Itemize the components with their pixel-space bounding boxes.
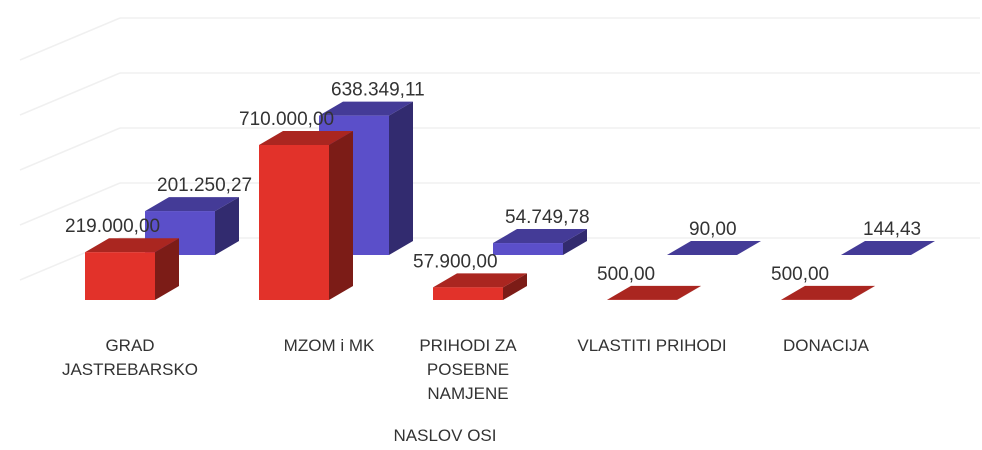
bar-side — [677, 285, 701, 300]
bar-side — [215, 197, 239, 255]
bar-front — [433, 287, 503, 300]
bar-top — [607, 285, 701, 300]
bar-side — [737, 240, 761, 255]
data-label: 500,00 — [771, 264, 829, 285]
bar-top — [841, 240, 935, 255]
bar-side — [503, 273, 527, 300]
bar-side — [155, 238, 179, 300]
bar — [259, 131, 353, 300]
bar-front — [85, 252, 155, 300]
data-label: 710.000,00 — [239, 109, 334, 130]
bar — [433, 273, 527, 300]
data-label: 219.000,00 — [65, 216, 160, 237]
data-label: 54.749,78 — [505, 207, 590, 228]
bar — [781, 285, 875, 300]
data-label: 201.250,27 — [157, 175, 252, 196]
bar — [493, 229, 587, 255]
bar-top — [259, 131, 353, 145]
bar-top — [145, 197, 239, 212]
x-tick-label: VLASTITI PRIHODI — [577, 336, 727, 355]
bar — [841, 240, 935, 255]
x-tick-label: MZOM i MK — [283, 336, 375, 355]
x-axis-title: NASLOV OSI — [393, 426, 497, 445]
bar-top — [667, 240, 761, 255]
bar-front — [259, 145, 329, 300]
data-label: 57.900,00 — [413, 251, 498, 272]
bar — [607, 285, 701, 300]
bar-side — [851, 285, 875, 300]
bar-top — [493, 229, 587, 244]
data-label: 90,00 — [689, 219, 737, 240]
bar — [145, 197, 239, 255]
bar — [667, 240, 761, 255]
bar-top — [433, 273, 527, 288]
data-label: 500,00 — [597, 264, 655, 285]
bar-top — [319, 101, 413, 116]
x-tick-label: DONACIJA — [783, 336, 869, 355]
x-tick-label: GRAD JASTREBARSKO — [61, 336, 199, 379]
bar-top — [781, 285, 875, 300]
bar-side — [563, 229, 587, 255]
bar-side — [911, 240, 935, 255]
data-label: 144,43 — [863, 219, 921, 240]
bar — [85, 238, 179, 300]
data-label: 638.349,11 — [331, 80, 425, 101]
bar-side — [389, 101, 413, 256]
bar-side — [329, 131, 353, 300]
bar-front — [493, 243, 563, 255]
x-tick-label: PRIHODI ZA POSEBNE NAMJENE — [419, 336, 517, 403]
bar-top — [85, 238, 179, 253]
